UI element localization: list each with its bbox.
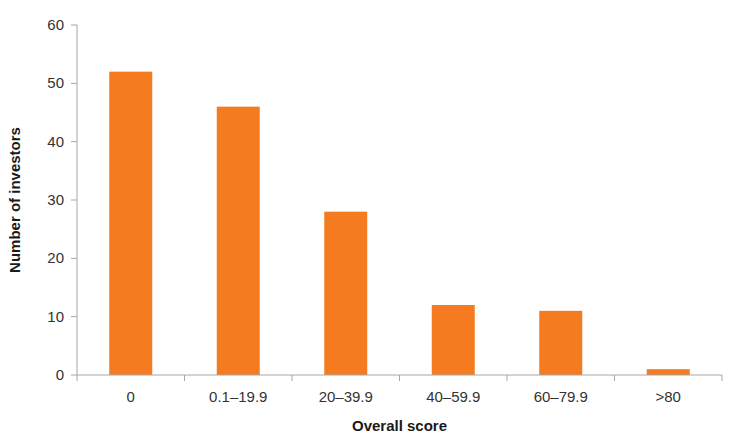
y-tick: [71, 141, 77, 142]
y-tick-label: 0: [56, 366, 64, 383]
bar: [217, 107, 260, 375]
y-tick: [71, 258, 77, 259]
y-tick: [71, 25, 77, 26]
y-tick-label: 30: [47, 191, 64, 208]
y-tick-label: 50: [47, 74, 64, 91]
x-tick: [399, 375, 400, 381]
x-tick: [722, 375, 723, 381]
bar: [539, 311, 582, 375]
x-tick-label: 0.1–19.9: [209, 388, 267, 405]
bar: [109, 72, 152, 375]
y-tick-label: 10: [47, 308, 64, 325]
chart-svg: 0 10 20 30 40 50 60 0 0.1–19.9 20–39.9 40–59.9 60–7…: [0, 0, 740, 448]
x-tick-label: >80: [656, 388, 681, 405]
x-tick: [507, 375, 508, 381]
y-axis-title: Number of investors: [6, 127, 23, 273]
bar: [324, 212, 367, 375]
x-tick-label: 0: [127, 388, 135, 405]
x-axis-title: Overall score: [352, 417, 447, 434]
bars: [109, 72, 690, 375]
x-tick: [184, 375, 185, 381]
y-tick-label: 20: [47, 249, 64, 266]
x-tick: [77, 375, 78, 381]
x-tick-label: 40–59.9: [426, 388, 480, 405]
y-tick: [71, 83, 77, 84]
bar: [647, 369, 690, 375]
y-tick: [71, 316, 77, 317]
x-tick: [614, 375, 615, 381]
y-tick: [71, 200, 77, 201]
y-tick-label: 60: [47, 16, 64, 33]
bar: [432, 305, 475, 375]
x-tick-label: 60–79.9: [534, 388, 588, 405]
chart-container: 0 10 20 30 40 50 60 0 0.1–19.9 20–39.9 40–59.9 60–7…: [0, 0, 740, 448]
x-tick-label: 20–39.9: [319, 388, 373, 405]
y-tick-label: 40: [47, 133, 64, 150]
x-tick: [292, 375, 293, 381]
y-tick: [71, 375, 77, 376]
